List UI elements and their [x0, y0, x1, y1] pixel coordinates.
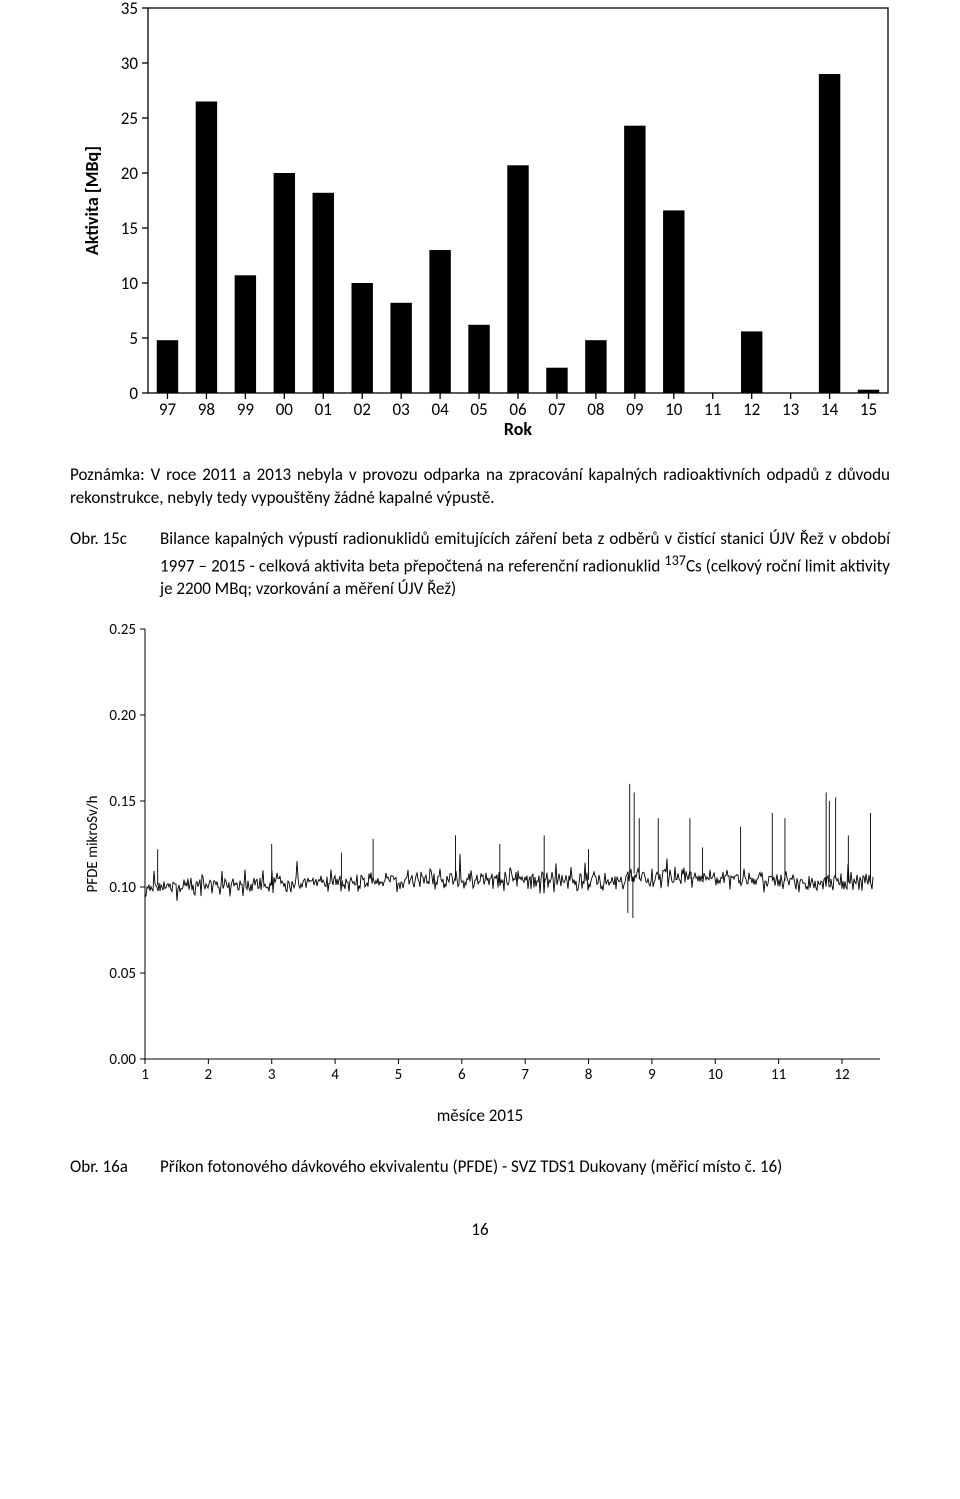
caption-15c: Obr. 15c Bilance kapalných výpustí radio…: [70, 528, 890, 601]
svg-text:30: 30: [121, 53, 139, 74]
svg-text:9: 9: [648, 1066, 656, 1084]
svg-text:7: 7: [521, 1066, 529, 1084]
svg-text:01: 01: [315, 399, 332, 420]
svg-text:98: 98: [198, 399, 215, 420]
caption-16a-label: Obr. 16a: [70, 1156, 160, 1179]
svg-text:Aktivita [MBq]: Aktivita [MBq]: [81, 146, 103, 255]
svg-text:05: 05: [470, 399, 487, 420]
note-text: Poznámka: V roce 2011 a 2013 nebyla v pr…: [70, 464, 890, 510]
svg-text:4: 4: [331, 1066, 339, 1084]
svg-text:0.20: 0.20: [109, 707, 136, 725]
svg-text:00: 00: [276, 399, 294, 420]
svg-text:5: 5: [129, 328, 138, 349]
svg-text:15: 15: [860, 399, 877, 420]
svg-text:11: 11: [704, 399, 721, 420]
nuclide-sym: Cs: [686, 555, 702, 576]
svg-text:14: 14: [821, 399, 839, 420]
svg-text:Rok: Rok: [504, 418, 532, 440]
svg-text:20: 20: [121, 163, 139, 184]
svg-text:11: 11: [771, 1066, 786, 1084]
svg-text:02: 02: [354, 399, 371, 420]
svg-text:10: 10: [665, 399, 683, 420]
svg-text:8: 8: [585, 1066, 593, 1084]
caption-16a-text: Příkon fotonového dávkového ekvivalentu …: [160, 1156, 890, 1179]
svg-text:1: 1: [141, 1066, 149, 1084]
svg-text:2: 2: [205, 1066, 213, 1084]
caption-15c-text: Bilance kapalných výpustí radionuklidů e…: [160, 528, 890, 601]
svg-text:3: 3: [268, 1066, 276, 1084]
svg-text:06: 06: [509, 399, 527, 420]
note-block: Poznámka: V roce 2011 a 2013 nebyla v pr…: [70, 464, 890, 510]
svg-text:10: 10: [121, 273, 139, 294]
nuclide-mass: 137: [664, 552, 686, 569]
svg-text:0: 0: [129, 383, 138, 404]
svg-text:09: 09: [626, 399, 644, 420]
svg-text:08: 08: [587, 399, 604, 420]
svg-text:PFDE mikroSv/h: PFDE mikroSv/h: [84, 796, 102, 893]
svg-text:12: 12: [834, 1066, 849, 1084]
line-chart: 0.000.050.100.150.200.25123456789101112P…: [70, 619, 890, 1099]
svg-text:10: 10: [708, 1066, 724, 1084]
svg-text:03: 03: [393, 399, 410, 420]
line-chart-xlabel: měsíce 2015: [70, 1105, 890, 1126]
svg-text:0.25: 0.25: [109, 621, 136, 639]
svg-text:5: 5: [395, 1066, 403, 1084]
svg-text:07: 07: [548, 399, 566, 420]
svg-text:25: 25: [121, 108, 138, 129]
svg-text:35: 35: [121, 0, 138, 19]
svg-text:6: 6: [458, 1066, 466, 1084]
svg-text:12: 12: [743, 399, 760, 420]
svg-text:13: 13: [782, 399, 799, 420]
caption-15c-label: Obr. 15c: [70, 528, 160, 601]
svg-text:15: 15: [121, 218, 138, 239]
caption-16a: Obr. 16a Příkon fotonového dávkového ekv…: [70, 1156, 890, 1179]
svg-text:04: 04: [431, 399, 449, 420]
svg-text:0.05: 0.05: [109, 965, 136, 983]
svg-text:0.00: 0.00: [109, 1051, 136, 1069]
svg-text:99: 99: [237, 399, 255, 420]
bar-chart: 0510152025303597989900010203040506070809…: [70, 0, 890, 440]
svg-text:0.15: 0.15: [109, 793, 136, 811]
svg-text:97: 97: [159, 399, 177, 420]
page-number: 16: [70, 1219, 890, 1240]
svg-text:0.10: 0.10: [109, 879, 136, 897]
